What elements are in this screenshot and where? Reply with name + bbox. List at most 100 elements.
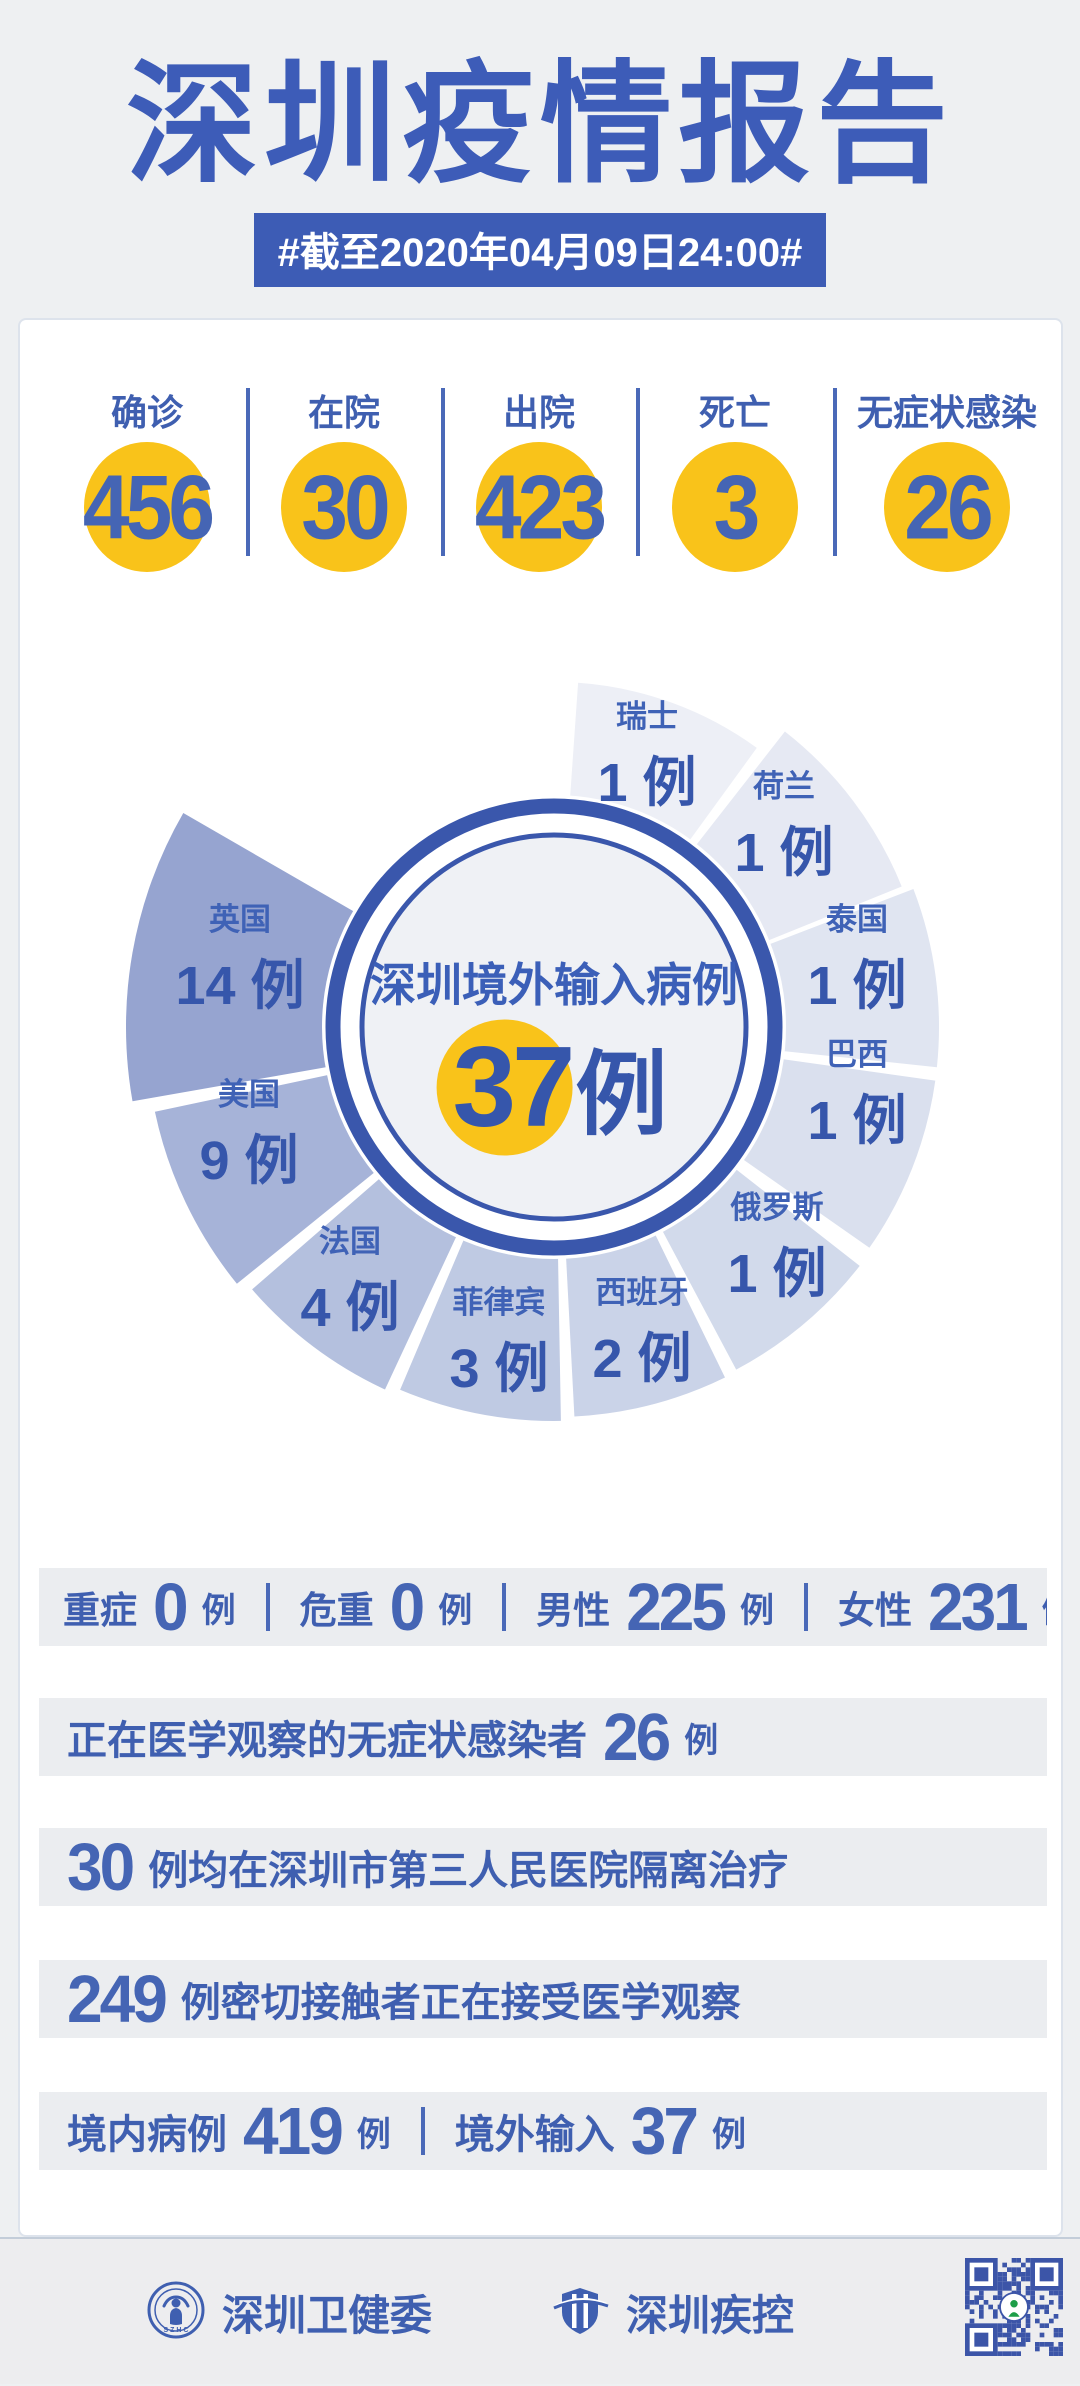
chart-segment-label: 美国 9 例 (199, 1069, 298, 1195)
group-unit: 例 (438, 1591, 473, 1630)
group-value: 37 (630, 2093, 699, 2169)
group-label: 境内病例 (67, 2113, 227, 2157)
segment-country: 瑞士 (615, 699, 678, 734)
chart-segment-label: 西班牙 2 例 (592, 1267, 691, 1393)
stat-discharged: 出院 423 (439, 384, 639, 572)
stat-circle: 3 (672, 442, 798, 572)
segment-country: 西班牙 (595, 1275, 689, 1310)
stat-group-severe: 重症 0 例 (63, 1569, 236, 1645)
group-unit: 例 (711, 2115, 746, 2154)
stat-value: 423 (474, 455, 607, 558)
group-value: 419 (243, 2093, 344, 2169)
stat-circle: 423 (474, 442, 607, 572)
group-divider (420, 2107, 425, 2155)
segment-country: 泰国 (825, 902, 888, 937)
stat-circle: 30 (281, 442, 407, 572)
chart-segment-label: 俄罗斯 1 例 (727, 1182, 826, 1308)
segment-count: 1 例 (807, 1091, 907, 1151)
group-divider (265, 1583, 270, 1631)
segment-count: 4 例 (300, 1278, 400, 1338)
segment-country: 美国 (217, 1077, 280, 1112)
segment-country: 菲律宾 (452, 1285, 546, 1320)
org-name: 深圳卫健委 (221, 2292, 432, 2339)
stat-confirmed: 确诊 456 (47, 384, 247, 572)
row-value: 26 (603, 1699, 671, 1775)
footer: S Z H C 深圳卫健委 深圳疾控 (0, 2237, 1080, 2384)
chart-outer-ring (325, 798, 783, 1256)
chart-center-unit: 例 (575, 1044, 668, 1147)
group-unit: 例 (739, 1591, 774, 1630)
stat-label: 出院 (502, 392, 575, 433)
row-severity-gender: 重症 0 例 危重 0 例 男性 225 例 女性 231 例 (39, 1568, 1047, 1646)
chart-segment-label: 巴西 1 例 (807, 1029, 906, 1155)
chart-segment-label: 荷兰 1 例 (734, 761, 833, 887)
row-domestic-imported: 境内病例 419 例 境外输入 37 例 (39, 2092, 1047, 2170)
stat-label: 无症状感染 (856, 392, 1037, 433)
stat-value: 26 (904, 455, 993, 558)
stat-circle: 26 (884, 442, 1010, 572)
group-value: 231 (927, 1569, 1029, 1645)
segment-count: 2 例 (592, 1329, 692, 1389)
cdc-shield-icon (550, 2280, 610, 2345)
segment-country: 法国 (318, 1224, 381, 1259)
row-hospital-treatment: 30 例均在深圳市第三人民医院隔离治疗 (39, 1828, 1047, 1906)
stat-in-hospital: 在院 30 (244, 384, 444, 572)
stat-value: 30 (301, 455, 390, 558)
stat-group-domestic: 境内病例 419 例 (67, 2093, 391, 2169)
chart-center-value: 37 例 (436, 1019, 668, 1155)
segment-count: 9 例 (199, 1131, 299, 1191)
segment-count: 1 例 (807, 956, 907, 1016)
row-label: 正在医学观察的无症状感染者 (67, 1719, 587, 1763)
chart-center-title: 深圳境外输入病例 (370, 959, 738, 1011)
stat-value: 456 (82, 455, 215, 558)
segment-country: 荷兰 (752, 769, 815, 804)
stat-divider (246, 388, 250, 556)
segment-count: 1 例 (734, 823, 834, 883)
stat-group-male: 男性 225 例 (536, 1569, 774, 1645)
segment-count: 3 例 (449, 1339, 549, 1399)
group-label: 危重 (299, 1590, 374, 1631)
report-date-badge: #截至2020年04月09日24:00# (253, 213, 827, 288)
health-commission-seal-icon: S Z H C (146, 2280, 206, 2345)
row-asymptomatic-observation: 正在医学观察的无症状感染者 26 例 (39, 1698, 1047, 1776)
footer-orgs: S Z H C 深圳卫健委 深圳疾控 (0, 2239, 1080, 2386)
row-unit: 例 (684, 1721, 719, 1760)
row-value: 30 (67, 1829, 135, 1905)
group-divider (803, 1583, 808, 1631)
group-value: 0 (153, 1569, 189, 1645)
chart-segment-label: 法国 4 例 (300, 1216, 399, 1342)
segment-count: 1 例 (597, 753, 697, 813)
row-close-contacts: 249 例密切接触者正在接受医学观察 (39, 1960, 1047, 2038)
stat-group-critical: 危重 0 例 (299, 1569, 473, 1645)
stat-label: 在院 (307, 392, 380, 433)
org-cdc: 深圳疾控 (550, 2280, 794, 2345)
stat-label: 死亡 (698, 392, 771, 433)
stat-divider (833, 388, 837, 556)
segment-country: 巴西 (825, 1037, 888, 1072)
segment-country: 英国 (208, 902, 271, 937)
yellow-circle-accent (436, 1019, 573, 1155)
chart-segment-label: 英国 14 例 (175, 894, 304, 1020)
segment-country: 俄罗斯 (730, 1190, 824, 1225)
group-label: 男性 (536, 1590, 611, 1631)
stat-label: 确诊 (110, 392, 183, 433)
qr-code (965, 2258, 1063, 2356)
group-unit: 例 (201, 1591, 236, 1630)
stat-divider (636, 388, 640, 556)
stat-divider (441, 388, 445, 556)
group-unit: 例 (1042, 1583, 1047, 1632)
segment-count: 1 例 (727, 1244, 827, 1304)
group-label: 重症 (63, 1590, 137, 1631)
report-card: 确诊 456 在院 30 出院 423 死亡 3 无症状感染 26 (18, 318, 1063, 2237)
stat-circle: 456 (82, 442, 215, 572)
page-title: 深圳疫情报告 (126, 51, 954, 198)
group-label: 女性 (837, 1590, 912, 1631)
segment-count: 14 例 (175, 956, 305, 1016)
stat-deaths: 死亡 3 (635, 384, 835, 572)
stat-group-female: 女性 231 例 (837, 1569, 1047, 1645)
chart-segment-label: 瑞士 1 例 (597, 691, 696, 817)
group-unit: 例 (356, 2115, 391, 2154)
chart-segment-label: 菲律宾 3 例 (449, 1277, 548, 1403)
imported-cases-chart: 瑞士 1 例荷兰 1 例泰国 1 例巴西 1 例俄罗斯 1 例西班牙 2 例菲律宾 3 例法国… (20, 650, 1065, 1450)
